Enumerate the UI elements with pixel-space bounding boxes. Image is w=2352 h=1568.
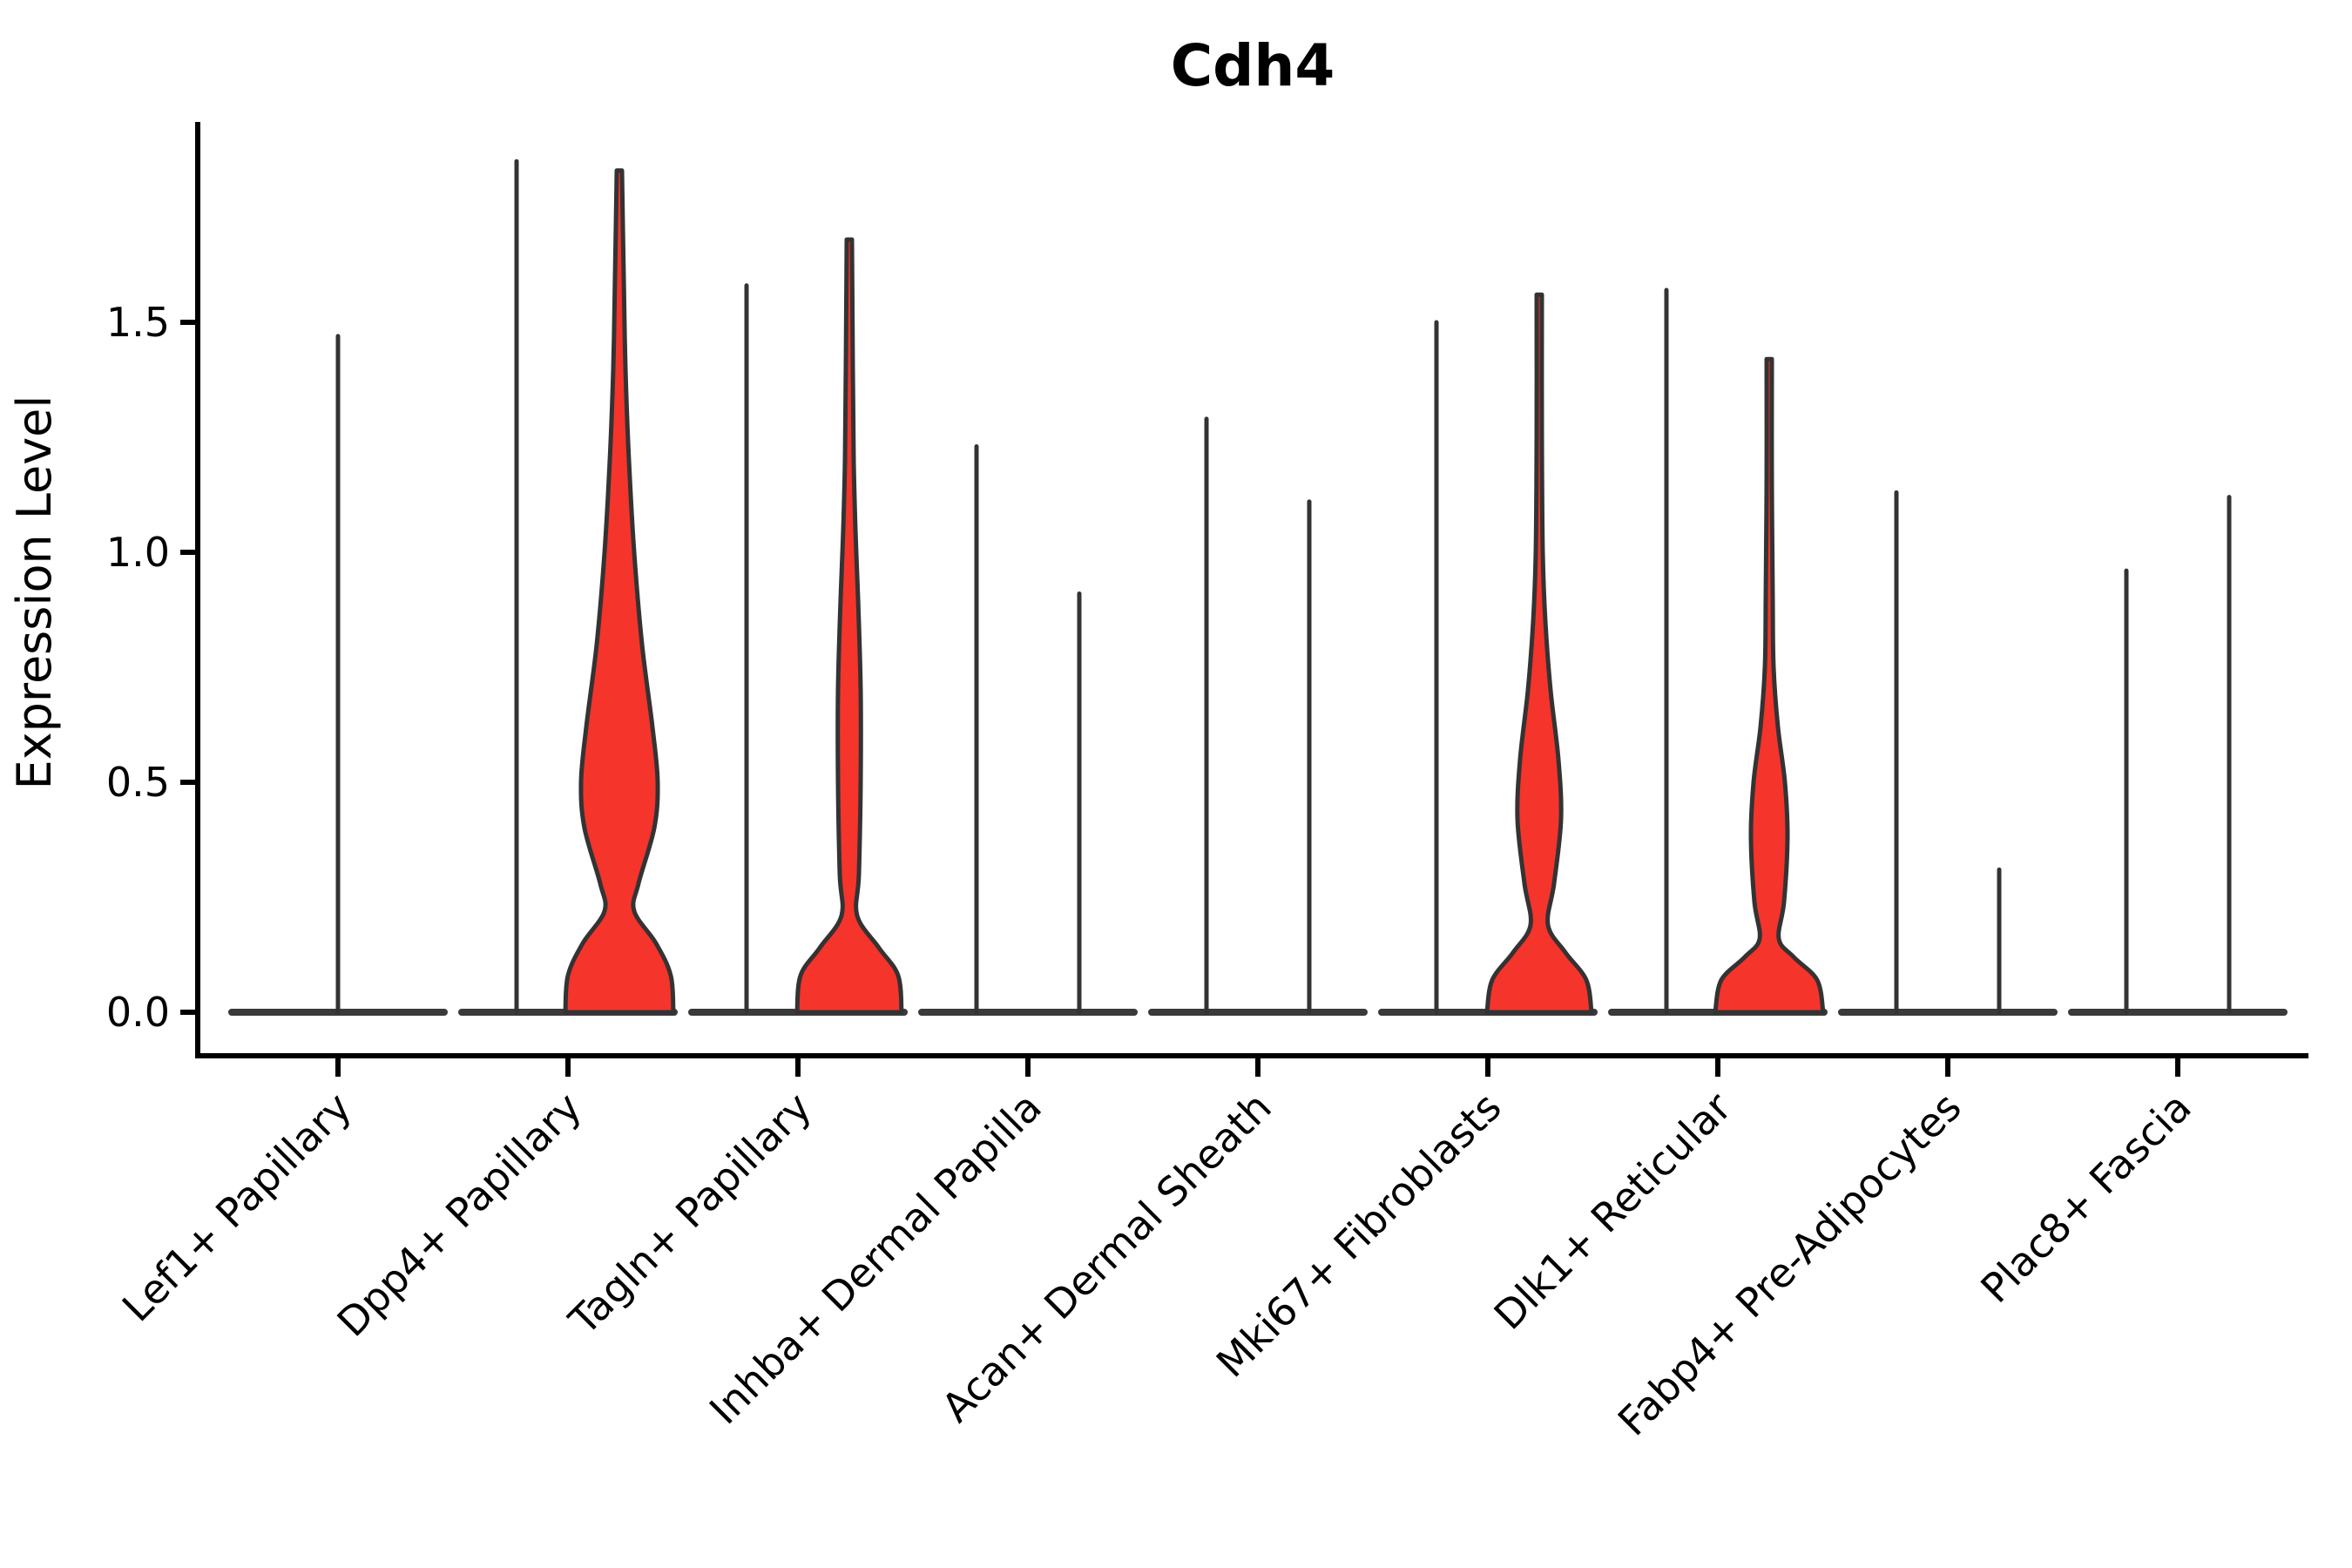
x-tick-label-dpp4-papillary: Dpp4+ Papillary <box>328 1084 591 1346</box>
plot-title: Cdh4 <box>1171 32 1335 99</box>
y-tick-label-0.5: 0.5 <box>106 759 170 806</box>
x-tick-label-lef1-papillary: Lef1+ Papillary <box>113 1084 361 1331</box>
violin-dlk1-reticular-right <box>1713 356 1826 1015</box>
x-tick-label-dlk1-reticular: Dlk1+ Reticular <box>1485 1084 1740 1339</box>
y-tick-label-0: 0.0 <box>106 989 170 1036</box>
x-tick-label-tagln-papillary: Tagln+ Papillary <box>559 1084 821 1345</box>
y-tick-label-1: 1.0 <box>106 529 170 576</box>
y-tick-label-1.5: 1.5 <box>106 299 170 346</box>
y-axis-label: Expression Level <box>7 395 62 790</box>
x-tick-label-plac8-fascia: Plac8+ Fascia <box>1971 1084 2200 1312</box>
violin-mki67-fibroblasts-right <box>1484 292 1594 1015</box>
violin-dpp4-papillary-right <box>563 168 676 1015</box>
violin-tagln-papillary-right <box>794 237 904 1015</box>
